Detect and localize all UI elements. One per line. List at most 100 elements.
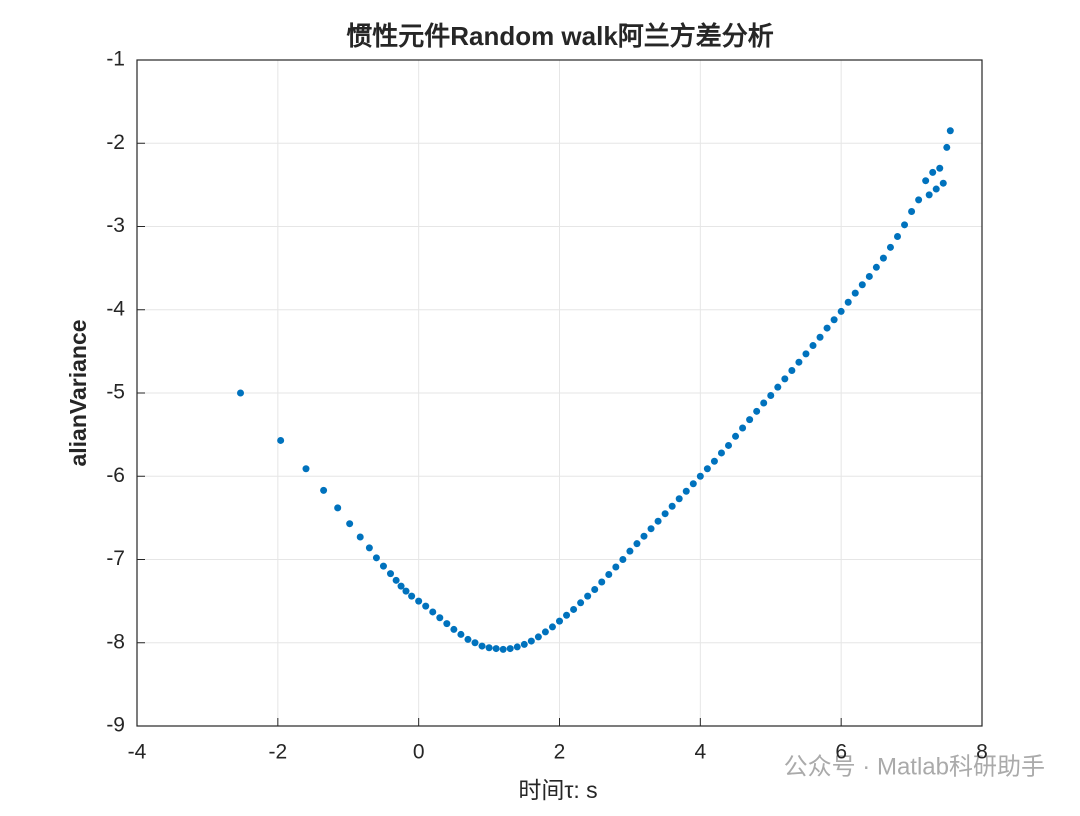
y-tick-label: -7 [106,547,125,570]
point [872,263,880,271]
point [788,367,796,375]
point [563,611,571,619]
x-tick-label: 4 [694,741,706,764]
point [320,486,328,494]
point [457,630,465,638]
point [598,578,606,586]
point [760,399,768,407]
y-tick-label: -3 [106,214,125,237]
point [556,617,563,625]
point [879,254,887,262]
point [746,416,754,424]
y-tick-label: -5 [106,381,125,404]
y-tick-label: -2 [106,131,125,154]
point [577,599,585,607]
x-axis-label: 时间τ: s [518,777,597,803]
point [795,358,803,366]
point [703,465,711,473]
point [732,432,740,440]
point [478,642,486,650]
x-tick-label: 0 [413,741,425,764]
x-tick-label: -2 [268,741,287,764]
point [415,597,423,605]
point [844,298,852,306]
point [830,316,838,324]
point [392,576,400,584]
point [739,424,747,432]
point [584,592,592,600]
point [908,208,916,216]
y-tick-label: -6 [106,464,125,487]
point [443,620,451,628]
point [725,441,732,449]
point [753,407,761,415]
point [422,602,430,610]
point [936,164,944,172]
point [851,289,859,297]
point [237,389,245,397]
y-tick-label: -4 [106,297,125,320]
point [356,533,364,541]
point [429,608,437,616]
point [640,532,648,540]
point [302,465,310,473]
point [619,556,627,563]
point [591,585,599,593]
point [450,625,458,633]
point [379,562,387,570]
point [408,592,416,600]
plot-points [237,127,954,653]
point [837,307,845,315]
point [689,480,697,488]
point [710,457,718,465]
point [946,127,954,135]
point [485,644,493,652]
watermark: 公众号 · Matlab科研助手 [784,753,1045,780]
point [534,633,542,641]
point [647,525,655,533]
point [901,221,909,229]
point [520,640,528,648]
x-tick-label: 2 [554,741,566,764]
point [402,587,410,595]
point [915,196,923,204]
point [802,350,810,358]
point [397,582,405,590]
point [767,391,775,399]
point [886,243,894,251]
point [939,179,947,187]
point [277,436,285,444]
point [464,635,472,643]
point [894,232,901,240]
point [548,623,556,631]
point [922,177,930,185]
point [346,520,354,528]
point [661,510,669,518]
y-tick-label: -1 [106,48,125,71]
point [717,449,725,457]
point [541,628,549,636]
point [334,504,342,512]
point [932,185,940,193]
y-tick-label: -9 [106,714,125,737]
point [943,143,951,151]
point [506,645,514,653]
point [436,614,444,622]
point [925,191,933,199]
point [781,375,789,383]
point [654,517,662,525]
point [668,502,676,510]
point [823,324,831,332]
point [675,495,683,503]
point [492,645,500,653]
x-tick-label: -4 [128,741,147,764]
point [372,554,380,562]
point [809,342,817,350]
point [605,570,613,578]
point [513,643,521,651]
point [682,487,690,495]
point [626,547,634,555]
point [499,645,507,653]
